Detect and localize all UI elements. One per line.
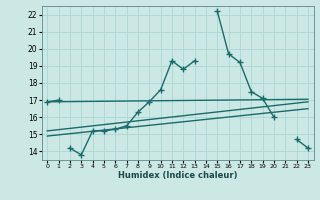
X-axis label: Humidex (Indice chaleur): Humidex (Indice chaleur) — [118, 171, 237, 180]
